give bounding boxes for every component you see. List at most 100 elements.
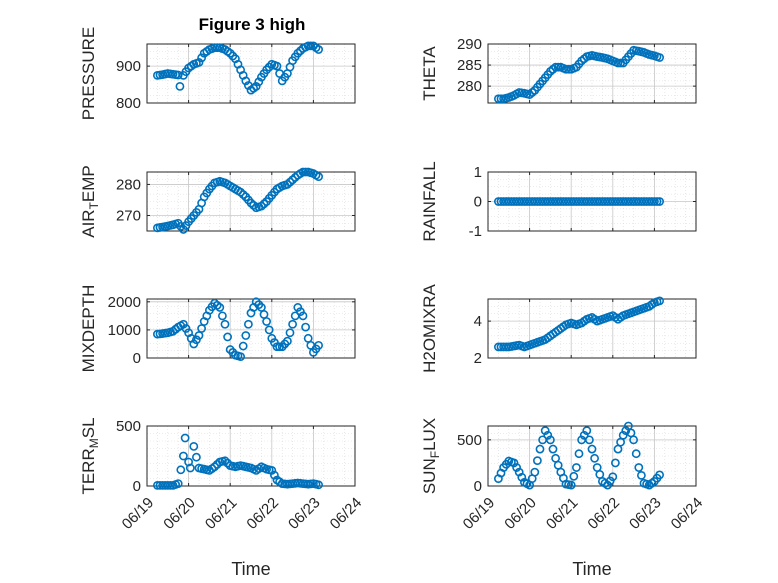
- y-tick-label: 290: [457, 36, 482, 53]
- data-point: [303, 41, 313, 51]
- y-tick-label: 2: [474, 350, 482, 367]
- data-points: [152, 433, 323, 490]
- data-point: [655, 296, 664, 306]
- data-points: [152, 41, 323, 95]
- subplot-h2omixra: 2 4 H2OMIXRA: [420, 283, 697, 373]
- data-point: [220, 319, 230, 329]
- data-point: [530, 467, 540, 477]
- y-tick-label: -1: [469, 223, 482, 240]
- data-point: [509, 458, 519, 468]
- y-tick-label: 0: [474, 194, 482, 211]
- data-point: [189, 441, 199, 451]
- data-point: [288, 175, 297, 185]
- data-point: [535, 444, 545, 454]
- data-points: [493, 45, 664, 104]
- data-point: [512, 463, 521, 472]
- data-point: [650, 197, 659, 206]
- data-points: [493, 296, 664, 352]
- data-point: [180, 433, 190, 443]
- y-tick-label: 280: [116, 176, 141, 193]
- data-point: [587, 444, 597, 454]
- data-point: [564, 64, 573, 74]
- data-point: [298, 311, 308, 321]
- y-tick-label: 0: [133, 478, 141, 495]
- data-point: [608, 472, 618, 482]
- x-tick-label: 06/21: [543, 494, 582, 533]
- data-point: [293, 48, 303, 58]
- data-point: [194, 58, 204, 67]
- data-point: [236, 352, 245, 361]
- subplot-theta: 280 285 290 THETA: [420, 36, 697, 104]
- x-axis-label: Time: [231, 559, 270, 579]
- data-point: [191, 452, 201, 462]
- data-point: [314, 480, 323, 490]
- data-point: [254, 77, 264, 87]
- axes-box: [146, 171, 356, 232]
- y-tick-label: 1: [474, 164, 482, 181]
- y-tick-label: 1000: [108, 322, 141, 339]
- data-point: [288, 319, 297, 329]
- y-tick-label: 4: [474, 313, 482, 330]
- data-point: [566, 480, 576, 490]
- data-point: [301, 167, 310, 177]
- data-point: [611, 458, 620, 468]
- data-point: [314, 45, 323, 54]
- data-point: [175, 82, 185, 91]
- y-tick-label: 280: [457, 78, 482, 95]
- axes-box: [146, 298, 356, 359]
- data-point: [236, 187, 245, 197]
- y-tick-label: 900: [116, 58, 141, 75]
- data-points: [152, 297, 323, 361]
- y-tick-label: 0: [133, 350, 141, 367]
- y-axis-label: MIXDEPTH: [79, 285, 98, 373]
- data-point: [173, 70, 183, 80]
- axes-box: [146, 425, 356, 487]
- data-point: [569, 471, 579, 481]
- x-tick-label: 06/19: [460, 494, 499, 533]
- data-point: [185, 463, 195, 473]
- data-point: [582, 426, 592, 436]
- data-point: [178, 451, 188, 461]
- subplot-air-temp: 270 280 AIRTEMP: [79, 165, 356, 238]
- data-point: [165, 480, 175, 490]
- data-point: [655, 470, 664, 480]
- data-point: [262, 317, 271, 326]
- data-point: [241, 331, 251, 340]
- data-point: [618, 430, 628, 440]
- data-point: [306, 41, 316, 51]
- data-point: [652, 197, 662, 206]
- data-point: [574, 449, 584, 459]
- data-point: [259, 199, 269, 209]
- data-point: [241, 76, 251, 86]
- data-point: [272, 61, 282, 71]
- axes-box: [487, 43, 697, 104]
- axes-box: [487, 298, 697, 359]
- data-point: [655, 53, 664, 62]
- y-axis-label: TERRMSL: [79, 417, 101, 494]
- data-point: [251, 82, 261, 91]
- data-point: [215, 303, 225, 312]
- data-points: [493, 421, 664, 490]
- x-tick-label: 06/20: [501, 494, 540, 533]
- y-tick-label: 800: [116, 95, 141, 112]
- x-tick-label: 06/21: [202, 494, 241, 533]
- data-point: [285, 328, 295, 338]
- data-point: [572, 463, 581, 472]
- data-point: [267, 465, 277, 475]
- data-point: [543, 430, 553, 440]
- data-points: [493, 197, 664, 206]
- data-point: [285, 177, 295, 187]
- data-point: [223, 332, 232, 342]
- x-tick-label: 06/24: [327, 494, 366, 533]
- data-point: [314, 340, 323, 350]
- figure-title: Figure 3 high: [199, 15, 306, 34]
- data-point: [238, 190, 248, 199]
- data-point: [637, 470, 646, 480]
- x-tick-label: 06/19: [119, 494, 158, 533]
- x-tick-label: 06/20: [160, 494, 199, 533]
- data-point: [238, 341, 248, 351]
- data-point: [540, 426, 550, 436]
- data-point: [246, 198, 256, 208]
- subplot-pressure: 800 900 PRESSURE: [79, 27, 356, 120]
